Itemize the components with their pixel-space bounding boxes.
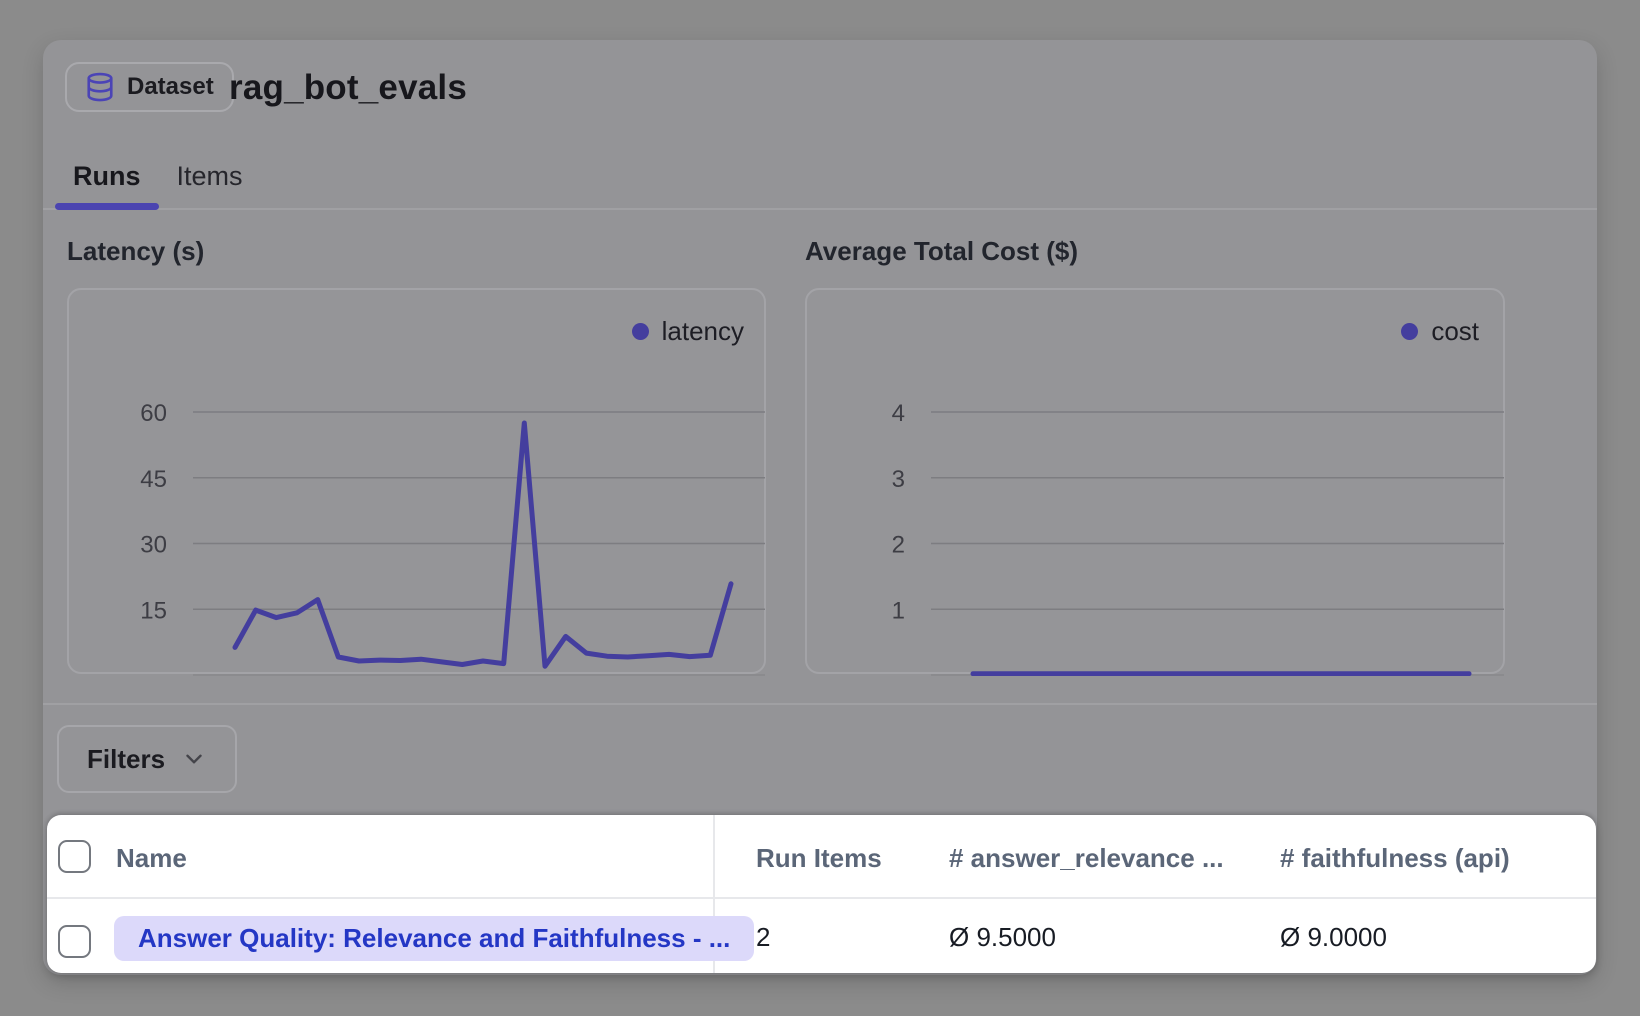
select-all-checkbox[interactable] — [58, 840, 91, 873]
svg-text:3: 3 — [892, 466, 905, 493]
svg-text:30: 30 — [140, 532, 167, 559]
cost-chart-canvas: 1 2 3 4 — [892, 400, 1504, 676]
latency-legend-label: latency — [661, 316, 744, 346]
svg-text:2: 2 — [892, 532, 905, 559]
latency-legend-dot-icon — [631, 323, 649, 340]
latency-chart-canvas: 15 30 45 60 — [140, 400, 765, 676]
run-items-value: 2 — [756, 922, 771, 952]
svg-text:60: 60 — [140, 400, 167, 427]
column-header-name: Name — [116, 843, 187, 873]
filters-button[interactable]: Filters — [57, 725, 238, 793]
latency-chart-title: Latency (s) — [67, 236, 205, 266]
cost-chart-block: Average Total Cost ($) 1 2 3 4 cost — [805, 236, 1505, 676]
svg-text:4: 4 — [892, 400, 905, 427]
latency-chart-block: Latency (s) 15 30 45 60 latency — [67, 236, 766, 676]
cost-legend-label: cost — [1431, 316, 1479, 346]
cost-legend-dot-icon — [1401, 323, 1419, 340]
tab-runs[interactable]: Runs — [55, 161, 159, 210]
dataset-badge-label: Dataset — [127, 73, 214, 100]
charts-section: Latency (s) 15 30 45 60 latency Average Tot… — [67, 236, 1505, 676]
database-icon — [87, 72, 113, 102]
section-divider — [43, 703, 1597, 705]
cost-chart-title: Average Total Cost ($) — [805, 236, 1079, 266]
column-header-faithfulness: # faithfulness (api) — [1280, 843, 1510, 873]
cost-legend[interactable]: cost — [1401, 316, 1479, 347]
table-header-row: Name Run Items # answer_relevance ... # … — [47, 815, 1596, 899]
column-divider — [713, 815, 715, 973]
page-title: rag_bot_evals — [229, 68, 467, 107]
run-name-link[interactable]: Answer Quality: Relevance and Faithfulne… — [114, 916, 755, 961]
row-checkbox[interactable] — [58, 925, 91, 958]
svg-text:45: 45 — [140, 466, 167, 493]
chevron-down-icon — [186, 754, 202, 764]
latency-legend[interactable]: latency — [631, 316, 744, 347]
tab-items[interactable]: Items — [176, 161, 243, 191]
dataset-panel: Dataset rag_bot_evals Runs Items Latency… — [43, 40, 1597, 975]
table-row: Answer Quality: Relevance and Faithfulne… — [47, 901, 1596, 973]
filters-button-label: Filters — [87, 743, 166, 774]
answer-relevance-value: Ø 9.5000 — [949, 922, 1056, 952]
column-header-run-items: Run Items — [756, 843, 882, 873]
svg-text:1: 1 — [892, 597, 905, 624]
latency-chart: 15 30 45 60 latency — [67, 288, 766, 676]
faithfulness-value: Ø 9.0000 — [1280, 922, 1387, 952]
dataset-badge: Dataset — [65, 62, 234, 112]
tab-bar: Runs Items — [43, 144, 1597, 210]
svg-text:15: 15 — [140, 597, 167, 624]
cost-chart: 1 2 3 4 cost — [805, 288, 1505, 676]
column-header-answer-relevance: # answer_relevance ... — [949, 843, 1224, 873]
runs-table: Name Run Items # answer_relevance ... # … — [47, 815, 1596, 973]
